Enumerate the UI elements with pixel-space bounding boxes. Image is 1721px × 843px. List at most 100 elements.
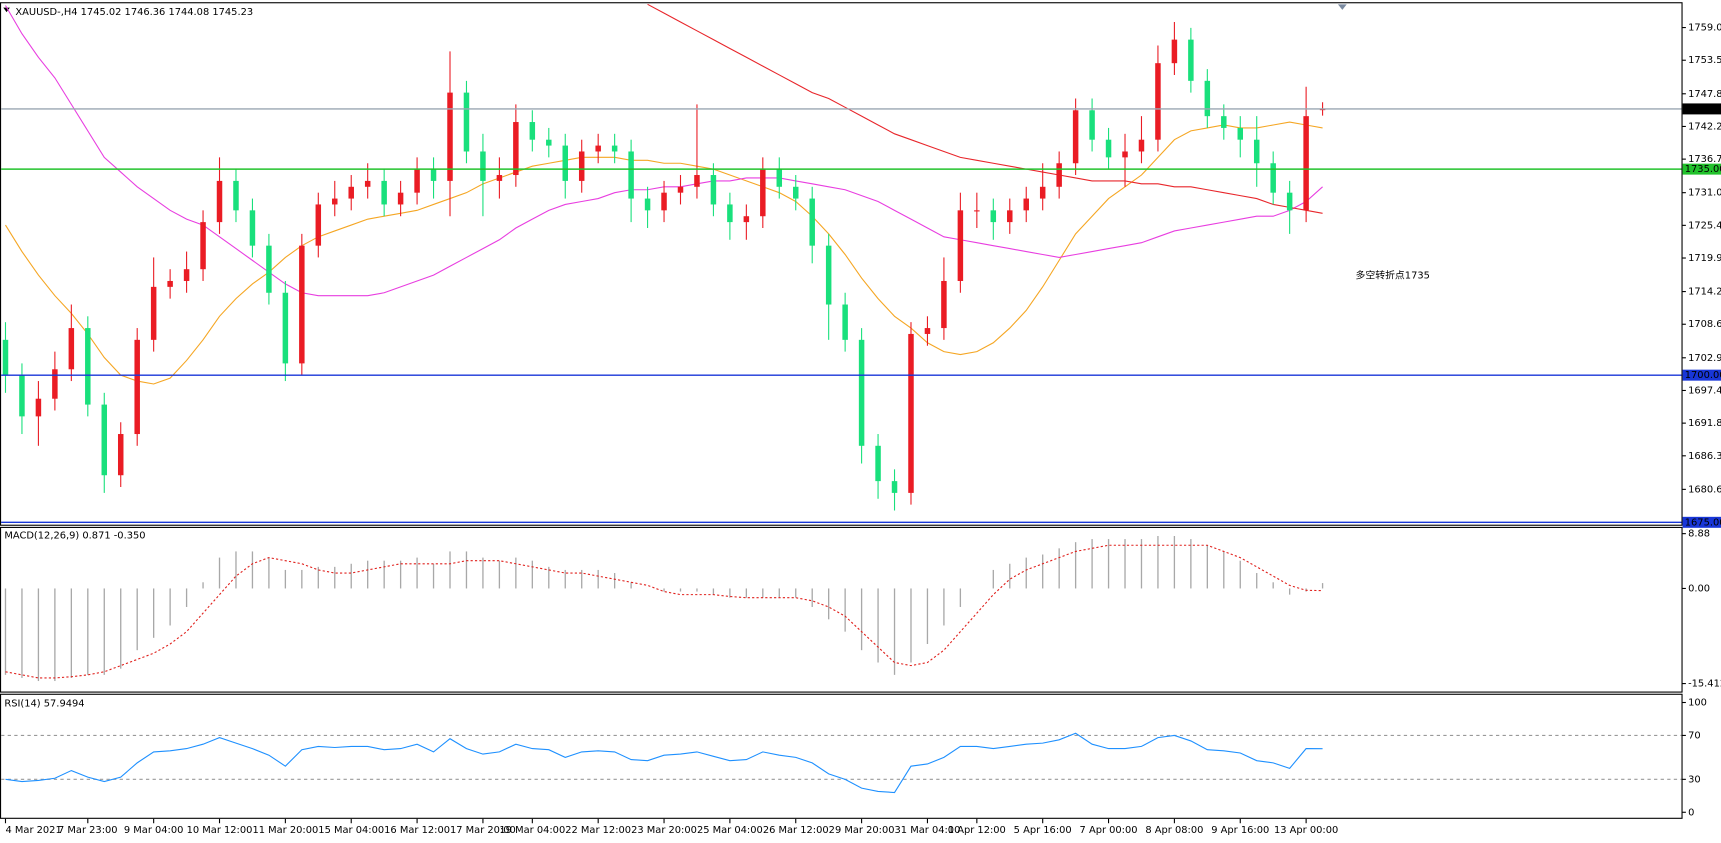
candle-body bbox=[595, 145, 601, 152]
candle-body bbox=[430, 169, 437, 181]
x-tick-label: 11 Mar 20:00 bbox=[252, 825, 318, 836]
candle-body bbox=[661, 192, 667, 211]
candle-body bbox=[908, 333, 914, 493]
candle-body bbox=[529, 122, 536, 140]
x-tick-label: 7 Apr 00:00 bbox=[1080, 825, 1138, 836]
y-tick-label: 1697.40 bbox=[1688, 385, 1721, 396]
y-tick-label: 0.00 bbox=[1688, 583, 1710, 594]
y-tick-label: -15.412 bbox=[1688, 679, 1721, 690]
candle-body bbox=[200, 222, 206, 270]
candle-body bbox=[150, 286, 157, 340]
candle-body bbox=[266, 245, 272, 293]
candle-body bbox=[414, 169, 420, 193]
x-tick-label: 15 Mar 04:00 bbox=[318, 825, 384, 836]
candle-body bbox=[167, 280, 173, 287]
candle-body bbox=[1039, 186, 1046, 199]
candle-body bbox=[1303, 116, 1309, 211]
candle-body bbox=[282, 292, 289, 364]
candle-body bbox=[1023, 198, 1029, 211]
y-tick-label: 30 bbox=[1688, 774, 1701, 785]
candle-body bbox=[611, 145, 618, 152]
candle-body bbox=[809, 198, 815, 246]
y-tick-label: 1731.00 bbox=[1688, 188, 1721, 199]
x-tick-label: 8 Apr 08:00 bbox=[1145, 825, 1203, 836]
candle-body bbox=[68, 328, 75, 370]
candle-body bbox=[1221, 116, 1227, 128]
candle-body bbox=[1270, 163, 1276, 193]
candle-body bbox=[710, 175, 717, 205]
x-tick-label: 16 Mar 12:00 bbox=[384, 825, 450, 836]
candle-body bbox=[1056, 163, 1062, 187]
x-tick-label: 31 Mar 04:00 bbox=[895, 825, 961, 836]
level-label: 1745.23 bbox=[1685, 104, 1721, 115]
candle-body bbox=[1105, 139, 1112, 158]
candle-body bbox=[513, 122, 519, 176]
y-tick-label: 1753.50 bbox=[1688, 55, 1721, 66]
y-tick-label: 100 bbox=[1688, 697, 1707, 708]
y-tick-label: 1714.20 bbox=[1688, 287, 1721, 298]
x-tick-label: 17 Mar 20:00 bbox=[450, 825, 516, 836]
x-tick-label: 19 Mar 04:00 bbox=[499, 825, 565, 836]
candle-body bbox=[364, 180, 371, 187]
candle-body bbox=[19, 375, 25, 417]
candle-body bbox=[496, 175, 503, 181]
candle-body bbox=[183, 269, 190, 281]
candle-body bbox=[644, 198, 651, 211]
y-tick-label: 8.88 bbox=[1688, 529, 1710, 540]
candle-body bbox=[875, 445, 881, 482]
candle-body bbox=[1188, 39, 1194, 81]
candle-body bbox=[974, 210, 980, 212]
level-label-box bbox=[1682, 369, 1721, 381]
level-label-box bbox=[1682, 516, 1721, 528]
level-label: 1675.00 bbox=[1685, 517, 1721, 528]
x-tick-label: 4 Mar 2021 bbox=[5, 825, 61, 836]
candle-body bbox=[776, 169, 783, 187]
candle-body bbox=[562, 145, 568, 181]
candle-body bbox=[1007, 210, 1013, 223]
y-tick-label: 70 bbox=[1688, 730, 1701, 741]
candle-body bbox=[891, 481, 898, 493]
candle-body bbox=[447, 92, 453, 181]
candle-body bbox=[1171, 39, 1178, 64]
candle-body bbox=[941, 280, 947, 329]
rsi-title: RSI(14) 57.9494 bbox=[4, 699, 84, 710]
x-tick-label: 29 Mar 20:00 bbox=[829, 825, 895, 836]
y-tick-label: 1725.45 bbox=[1688, 220, 1721, 231]
candle-body bbox=[480, 151, 486, 181]
candle-body bbox=[1122, 151, 1128, 158]
candle-body bbox=[315, 204, 322, 246]
macd-title: MACD(12,26,9) 0.871 -0.350 bbox=[4, 531, 145, 542]
title-marker bbox=[3, 7, 10, 13]
macd-panel-frame bbox=[0, 526, 1683, 693]
x-tick-label: 9 Mar 04:00 bbox=[124, 825, 184, 836]
candle-body bbox=[957, 210, 964, 281]
x-tick-label: 10 Mar 12:00 bbox=[187, 825, 253, 836]
candle-body bbox=[546, 139, 552, 146]
candle-body bbox=[249, 210, 256, 246]
candle-body bbox=[463, 92, 470, 152]
candle-body bbox=[628, 151, 634, 199]
y-tick-label: 1747.80 bbox=[1688, 89, 1721, 100]
candle-body bbox=[1155, 63, 1161, 140]
candle-body bbox=[332, 198, 338, 205]
x-tick-label: 25 Mar 04:00 bbox=[697, 825, 763, 836]
y-tick-label: 1759.05 bbox=[1688, 23, 1721, 34]
y-tick-label: 1736.70 bbox=[1688, 154, 1721, 165]
candle-body bbox=[2, 339, 9, 376]
candle-body bbox=[348, 186, 354, 199]
rsi-panel-frame bbox=[0, 693, 1683, 819]
candle-body bbox=[578, 151, 585, 181]
x-tick-label: 23 Mar 20:00 bbox=[631, 825, 697, 836]
x-tick-label: 9 Apr 16:00 bbox=[1211, 825, 1269, 836]
x-tick-label: 26 Mar 12:00 bbox=[763, 825, 829, 836]
y-tick-label: 1708.65 bbox=[1688, 319, 1721, 330]
candle-body bbox=[842, 304, 848, 340]
price-panel-frame bbox=[0, 2, 1683, 526]
candle-body bbox=[677, 186, 684, 193]
candle-body bbox=[858, 339, 865, 446]
candle-body bbox=[397, 192, 404, 205]
moving-average bbox=[647, 3, 1323, 214]
candle-body bbox=[1253, 139, 1260, 164]
